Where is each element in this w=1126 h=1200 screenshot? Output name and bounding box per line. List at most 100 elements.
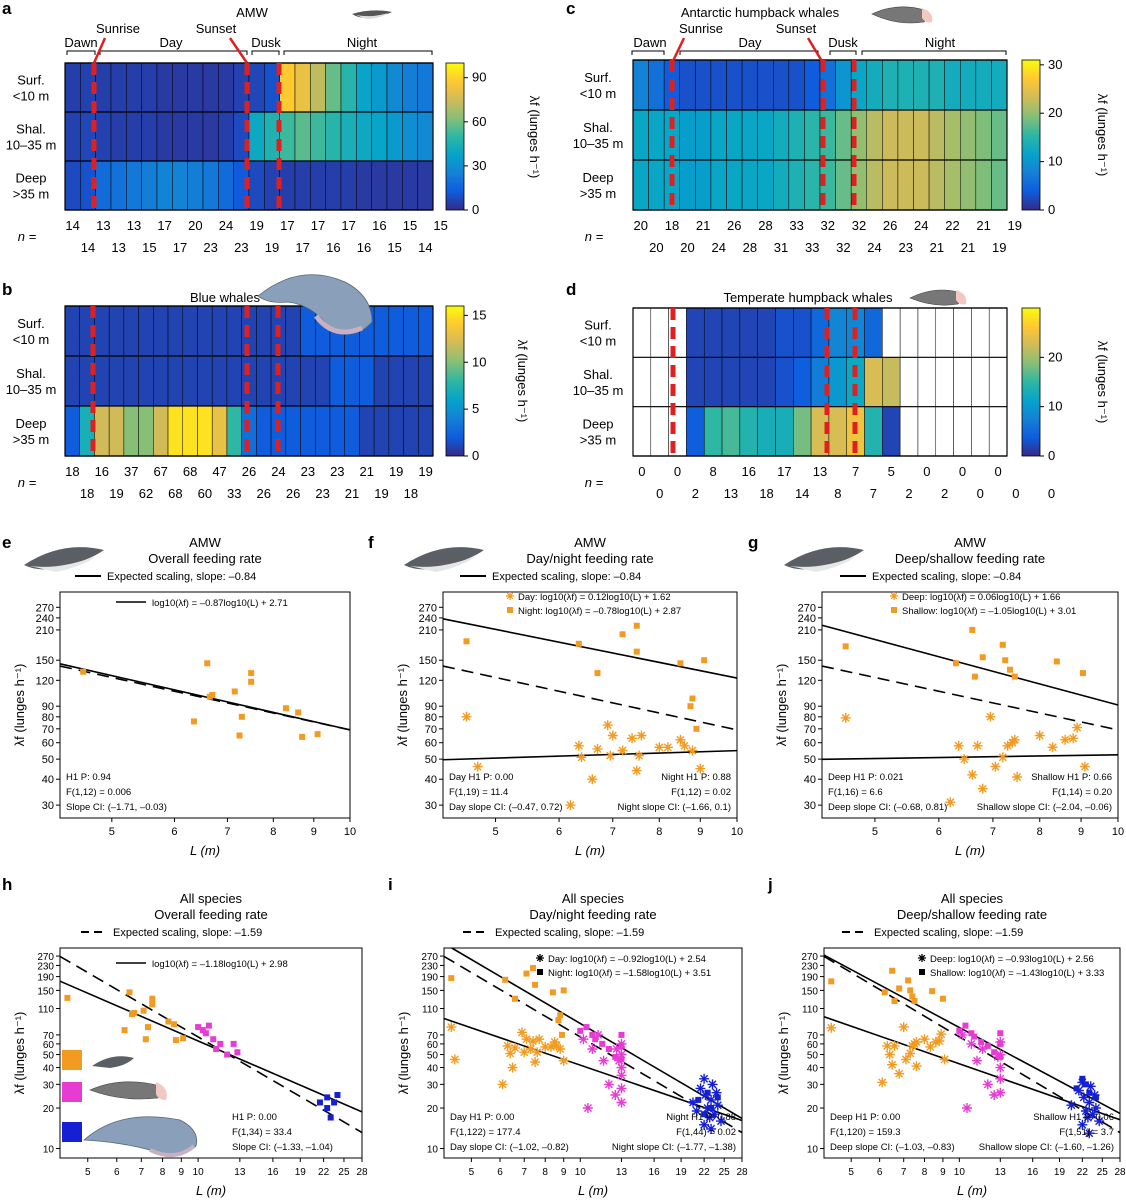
stat-text: Night H1 P: 0.88 — [661, 772, 731, 783]
data-point-square — [238, 713, 245, 720]
sample-size-bottom: 24 — [711, 240, 725, 255]
y-tick-label: 240 — [798, 613, 816, 625]
y-tick-label: 190 — [421, 973, 438, 984]
data-point-star — [706, 1094, 717, 1105]
sample-size-top: 32 — [821, 218, 835, 233]
heatmap-cell — [793, 357, 812, 407]
heatmap-cell — [710, 59, 727, 111]
colorbar-label: λf (lunges h⁻¹) — [515, 340, 530, 423]
data-point-square — [979, 654, 986, 661]
data-point-square — [956, 1027, 963, 1034]
data-point-star — [990, 761, 1001, 772]
data-point-star — [587, 774, 598, 785]
heatmap-cell — [703, 406, 723, 457]
equation-marker-star — [918, 954, 926, 962]
x-tick-label: 28 — [356, 1167, 368, 1178]
heatmap-cell — [325, 62, 342, 113]
x-tick-label: 9 — [1078, 826, 1084, 838]
x-tick-label: 22 — [318, 1167, 330, 1178]
heatmap-cell — [846, 357, 865, 407]
y-tick-label: 210 — [798, 625, 816, 637]
heatmap-cell — [703, 307, 723, 358]
data-point-star — [611, 1044, 622, 1054]
sunrise-pointer — [670, 37, 686, 64]
y-tick-label: 110 — [422, 1004, 438, 1015]
heatmap-cell — [721, 357, 741, 407]
data-point-star — [592, 743, 603, 754]
heatmap-cell — [741, 109, 758, 161]
heatmap-cell — [153, 355, 169, 407]
heatmap-cell — [944, 59, 961, 111]
fit-line — [821, 753, 1119, 761]
x-tick-label: 7 — [139, 1167, 145, 1178]
heatmap-cell — [218, 160, 234, 211]
sample-size-top: 5 — [888, 464, 895, 479]
heatmap-cell — [294, 111, 311, 162]
row-label-depth: >35 m — [580, 186, 617, 201]
data-point-star — [507, 1062, 518, 1073]
sample-size-bottom: 0 — [1012, 486, 1019, 501]
sample-size-bottom: 2 — [692, 486, 699, 501]
equation-marker-square — [919, 969, 925, 975]
sample-size-top: 24 — [219, 218, 233, 233]
heatmap-cell — [679, 59, 696, 111]
x-tick-label: 9 — [561, 1167, 567, 1178]
heatmap-cell — [864, 307, 883, 358]
heatmap-cell — [388, 355, 404, 407]
heatmap-cell — [991, 59, 1008, 111]
phase-label-day: Day — [738, 35, 762, 50]
heatmap-frame — [632, 307, 1008, 457]
data-point-square — [594, 670, 601, 677]
data-point-square — [502, 976, 509, 983]
heatmap-cell — [679, 109, 696, 161]
data-point-star — [1060, 734, 1071, 745]
data-point-star — [593, 1029, 604, 1040]
data-point-star — [517, 1027, 527, 1038]
data-point-star — [616, 1049, 627, 1060]
heatmap-cell — [95, 111, 112, 162]
panel-species-title: AMW — [189, 535, 222, 550]
data-point-square — [80, 668, 87, 675]
x-axis-label: L (m) — [578, 1183, 608, 1198]
heatmap-cell — [325, 160, 342, 211]
heatmap-cell — [187, 111, 204, 162]
plot-frame — [59, 591, 351, 819]
row-label-name: Deep — [15, 171, 46, 186]
data-point-square — [962, 1022, 969, 1029]
heatmap-cell — [167, 305, 184, 357]
humpback-whale-icon — [871, 6, 933, 24]
heatmap-cell — [757, 59, 774, 111]
sample-size-top: 19 — [418, 464, 432, 479]
heatmap-cell — [388, 305, 404, 357]
heatmap-cell — [94, 405, 110, 457]
data-point-square — [234, 1049, 241, 1056]
fit-line — [442, 665, 738, 731]
heatmap-cell — [359, 355, 375, 407]
data-point-square — [1086, 1089, 1093, 1096]
heatmap-cell — [126, 160, 142, 211]
colorbar-tick-label: 90 — [472, 70, 486, 85]
heatmap-cell — [913, 159, 930, 211]
heatmap-cell — [757, 357, 776, 407]
data-point-star — [636, 730, 647, 741]
data-point-star — [911, 1061, 922, 1072]
heatmap-cell — [233, 111, 250, 162]
data-point-star — [882, 1040, 893, 1051]
data-point-square — [842, 643, 849, 650]
y-tick-label: 20 — [43, 1104, 55, 1115]
sample-size-bottom: 26 — [256, 486, 270, 501]
y-tick-label: 110 — [802, 1004, 818, 1015]
heatmap-cell — [167, 355, 184, 407]
sample-size-bottom: 23 — [315, 486, 329, 501]
y-axis-label: λf (lunges h⁻¹) — [774, 664, 789, 747]
phase-label-dusk: Dusk — [251, 35, 281, 50]
y-tick-label: 150 — [798, 655, 816, 667]
heatmap-cell — [226, 305, 242, 357]
heatmap-cell — [329, 355, 345, 407]
sample-size-top: 26 — [242, 464, 256, 479]
y-tick-label: 150 — [36, 655, 54, 667]
stat-text: F(1,12) = 0.02 — [671, 787, 731, 798]
heatmap-cell — [123, 305, 139, 357]
